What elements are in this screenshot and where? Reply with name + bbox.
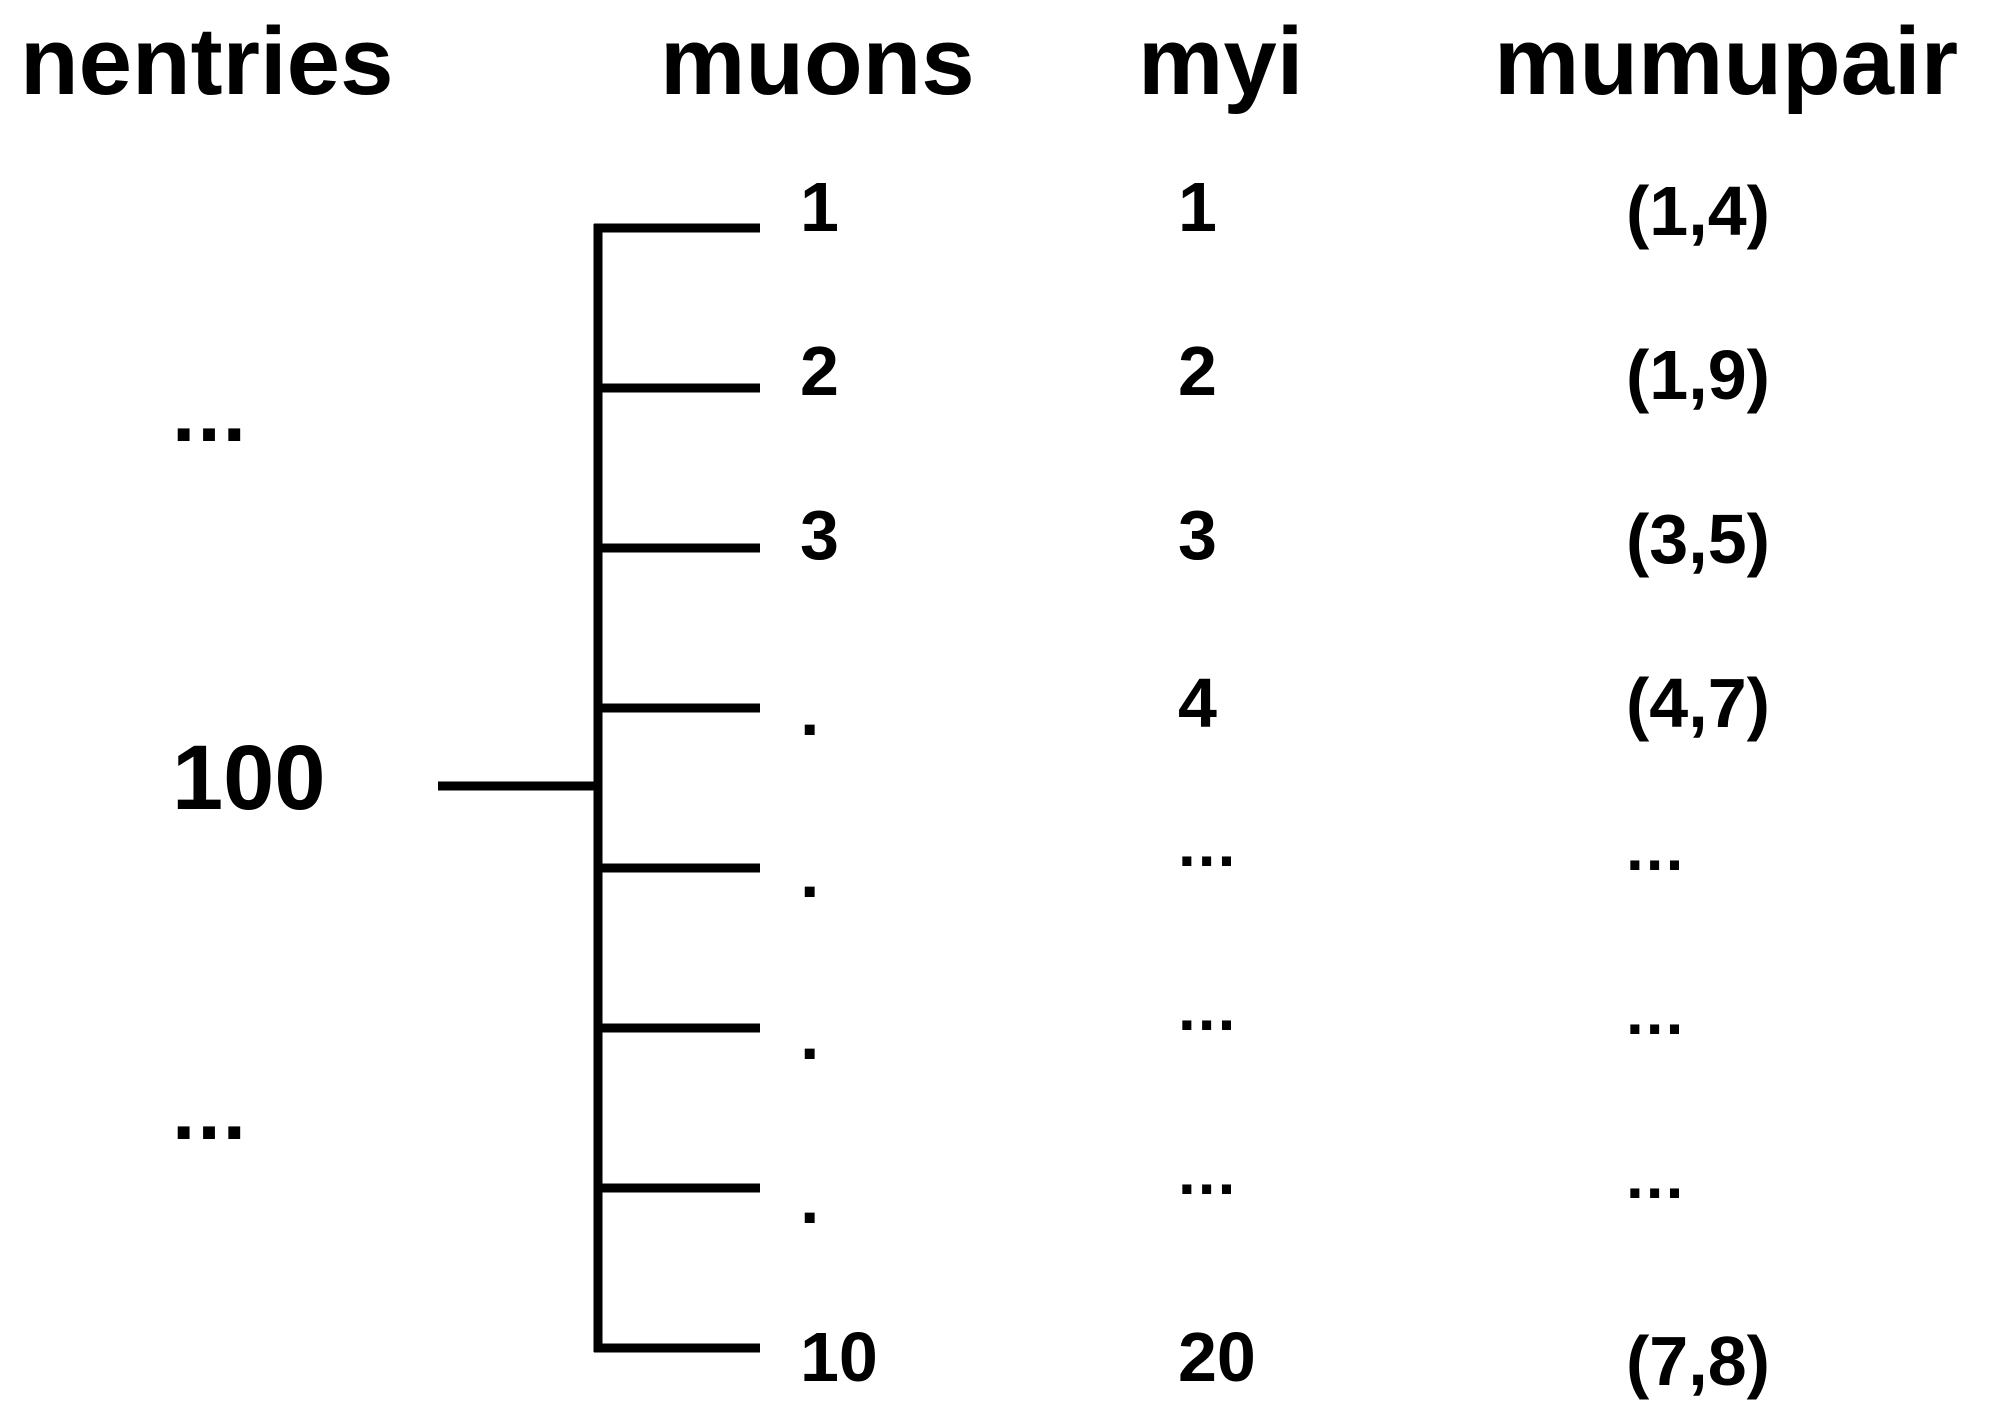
mumupair-cell: (7,8)	[1626, 1322, 1770, 1400]
header-mumupair: mumupair	[1494, 8, 1959, 115]
myi-cell: 4	[1178, 664, 1217, 742]
muon-cell: 10	[800, 1318, 878, 1396]
myi-cell: 1	[1178, 168, 1217, 246]
muon-cell: 3	[800, 496, 839, 574]
nentries-bottom-ellipsis: ...	[172, 1063, 249, 1157]
mumupair-cell: (1,9)	[1626, 336, 1770, 414]
myi-cell: ...	[1178, 808, 1238, 880]
muon-cell: 2	[800, 332, 839, 410]
muon-cell: 1	[800, 168, 839, 246]
mumupair-cell: (4,7)	[1626, 664, 1770, 742]
muon-cell: .	[800, 1160, 820, 1238]
muon-cell: .	[800, 834, 820, 912]
mumupair-cell: (1,4)	[1626, 172, 1770, 250]
header-muons: muons	[660, 8, 975, 115]
muon-cell: .	[800, 672, 820, 750]
myi-cell: 2	[1178, 332, 1217, 410]
myi-cell: 20	[1178, 1318, 1256, 1396]
myi-cell: ...	[1178, 1136, 1238, 1208]
mumupair-cell: ...	[1626, 1140, 1686, 1212]
nentries-value: 100	[172, 727, 326, 829]
myi-cell: 3	[1178, 496, 1217, 574]
mumupair-cell: (3,5)	[1626, 500, 1770, 578]
myi-cell: ...	[1178, 972, 1238, 1044]
header-myi: myi	[1138, 8, 1304, 115]
header-nentries: nentries	[20, 8, 394, 115]
mumupair-cell: ...	[1626, 812, 1686, 884]
muon-cell: .	[800, 996, 820, 1074]
nentries-top-ellipsis: ...	[172, 365, 249, 459]
mumupair-cell: ...	[1626, 976, 1686, 1048]
